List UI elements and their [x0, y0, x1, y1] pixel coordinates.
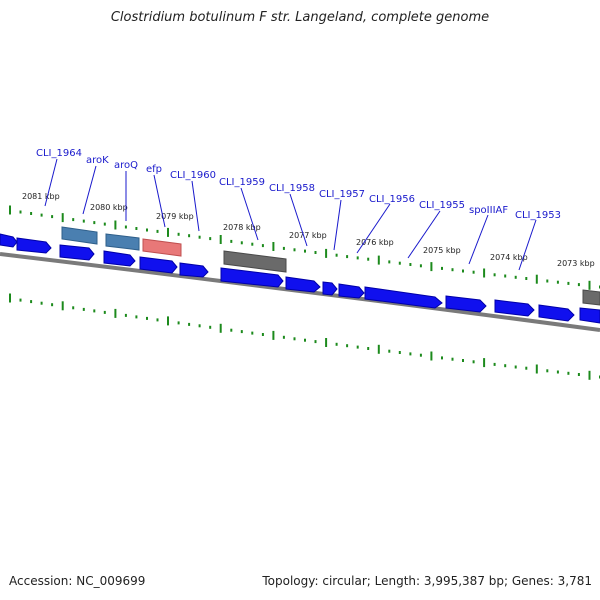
kbp-label: 2073 kbp [557, 259, 595, 268]
kbp-label: 2077 kbp [289, 231, 327, 240]
feature-cds [338, 283, 365, 299]
kbp-label: 2079 kbp [156, 212, 194, 221]
leader-line [191, 180, 200, 232]
gene-label-cli-1964: CLI_1964 [36, 148, 82, 159]
leader-line [240, 187, 259, 241]
kbp-label: 2076 kbp [356, 238, 394, 247]
kbp-label: 2078 kbp [223, 223, 261, 232]
leader-line [333, 199, 342, 251]
gene-label-cli-1953: CLI_1953 [515, 210, 561, 221]
feature-steel [105, 233, 140, 251]
genome-backbone [0, 252, 600, 332]
feature-track [0, 226, 600, 324]
feature-gray [223, 250, 287, 273]
leader-line [82, 165, 97, 215]
feature-cds [0, 233, 18, 248]
gene-label-cli-1959: CLI_1959 [219, 177, 265, 188]
tick-row-top [9, 205, 600, 290]
feature-cds [59, 244, 95, 261]
feature-cds [494, 299, 535, 317]
gene-label-spoiiiaf: spoIIIAF [469, 205, 508, 216]
gene-label-arok: aroK [86, 155, 109, 166]
feature-cds [179, 262, 209, 278]
leader-line [289, 193, 308, 247]
kbp-label: 2080 kbp [90, 203, 128, 212]
feature-cds [445, 295, 487, 313]
feature-cds [139, 256, 178, 274]
leader-line [153, 174, 166, 228]
leader-line [468, 214, 489, 265]
leader-line [407, 210, 441, 259]
leader-line [518, 219, 537, 271]
feature-cds [16, 237, 52, 254]
map-title: Clostridium botulinum F str. Langeland, … [110, 10, 490, 25]
feature-cds [538, 304, 575, 322]
feature-cds [285, 276, 321, 293]
feature-pink [142, 238, 182, 257]
gene-label-aroq: aroQ [114, 160, 138, 171]
gene-label-cli-1960: CLI_1960 [170, 170, 216, 181]
gene-leader-lines [44, 158, 537, 271]
gene-label-efp: efp [146, 164, 162, 175]
leader-line [44, 158, 58, 207]
feature-cds [103, 250, 136, 267]
feature-cds [322, 281, 338, 296]
kbp-labels: 2081 kbp 2080 kbp 2079 kbp 2078 kbp 2077… [22, 192, 595, 268]
gene-label-cli-1955: CLI_1955 [419, 200, 465, 211]
gene-label-cli-1958: CLI_1958 [269, 183, 315, 194]
feature-cds [220, 267, 284, 288]
gene-labels: CLI_1964 aroK aroQ efp CLI_1960 CLI_1959… [36, 148, 561, 221]
kbp-label: 2075 kbp [423, 246, 461, 255]
feature-gray [582, 289, 600, 306]
accession-text: Accession: NC_009699 [9, 574, 146, 588]
feature-steel [61, 226, 98, 245]
genome-stats-text: Topology: circular; Length: 3,995,387 bp… [262, 574, 592, 588]
gene-label-cli-1957: CLI_1957 [319, 189, 365, 200]
feature-cds [579, 307, 600, 324]
tick-row-bottom [9, 293, 600, 380]
kbp-label: 2074 kbp [490, 253, 528, 262]
leader-line [356, 203, 391, 254]
feature-cds [364, 286, 443, 309]
gene-label-cli-1956: CLI_1956 [369, 194, 415, 205]
kbp-label: 2081 kbp [22, 192, 60, 201]
